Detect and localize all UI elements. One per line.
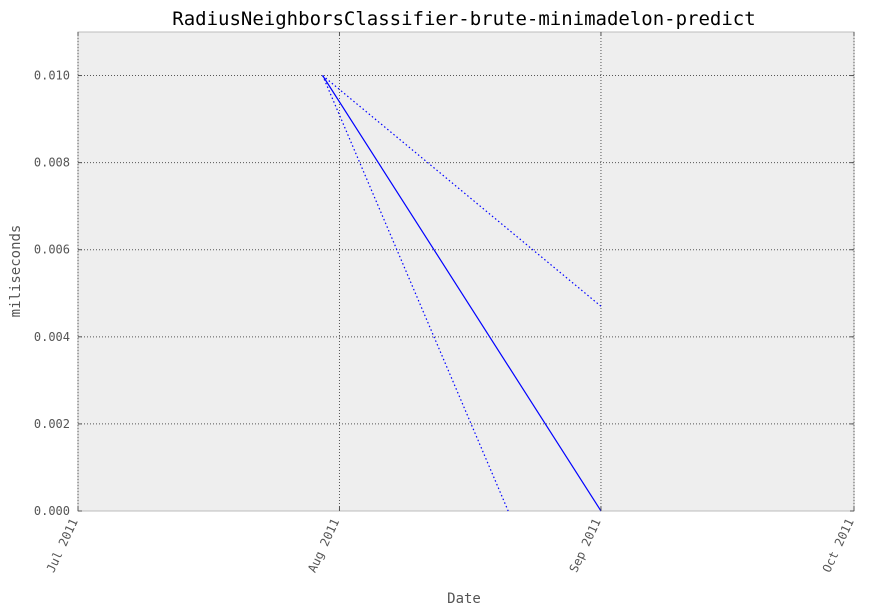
y-tick-label: 0.006: [34, 243, 70, 257]
series-layer: [322, 75, 602, 512]
y-tick-label: 0.002: [34, 417, 70, 431]
x-tick-label: Sep 2011: [567, 516, 604, 574]
plot-area: [77, 31, 855, 512]
y-tick-label: 0.010: [34, 69, 70, 83]
x-tick-label: Oct 2011: [820, 516, 857, 574]
y-tick-label: 0.000: [34, 504, 70, 518]
x-axis-label: Date: [447, 591, 481, 607]
y-axis-label: miliseconds: [8, 225, 24, 318]
x-tick-label: Aug 2011: [305, 516, 342, 574]
grid-layer: [77, 32, 855, 511]
chart-title: RadiusNeighborsClassifier-brute-minimade…: [172, 8, 755, 30]
y-axis: 0.000 0.002 0.004 0.006 0.008 0.010: [34, 69, 854, 518]
series-line-dotted: [322, 75, 602, 307]
y-tick-label: 0.008: [34, 156, 70, 170]
series-line-solid: [322, 75, 602, 512]
y-tick-label: 0.004: [34, 330, 70, 344]
x-tick-label: Jul 2011: [44, 516, 81, 574]
series-line-dotted: [322, 75, 509, 512]
